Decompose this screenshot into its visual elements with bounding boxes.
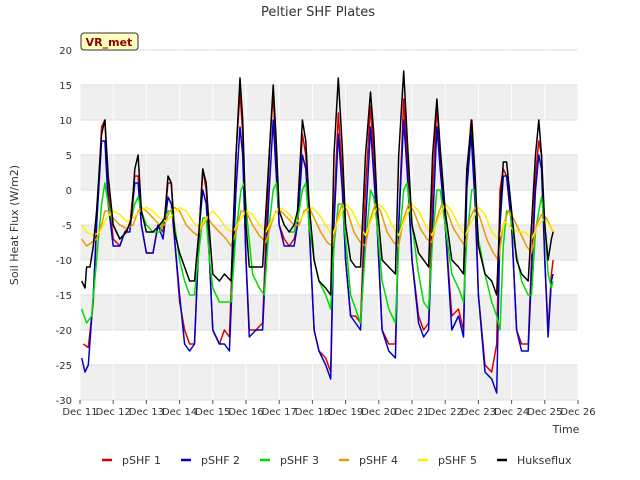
y-tick-label: -30 [56,396,72,407]
series-line-pshf-5 [81,203,556,240]
legend-label: pSHF 3 [280,454,319,467]
x-tick-label: Dec 25 [527,407,562,418]
legend-label: pSHF 1 [122,454,161,467]
legend: pSHF 1 pSHF 2 pSHF 3 pSHF 4 pSHF 5 Hukseflux [102,454,572,467]
y-tick-label: -25 [56,361,72,372]
y-tick-label: 20 [59,46,72,57]
annotation-text: VR_met [86,36,133,49]
plot-band [80,365,578,400]
y-tick-label: -10 [56,256,72,267]
x-tick-label: Dec 16 [228,407,263,418]
x-tick-label: Dec 19 [328,407,363,418]
y-tick-label: -5 [62,221,72,232]
x-tick-label: Dec 17 [262,407,297,418]
x-tick-label: Dec 13 [129,407,164,418]
y-tick-label: 0 [66,186,72,197]
series-line-hukseflux [81,70,554,296]
series-lines [80,70,556,394]
y-tick-label: -20 [56,326,72,337]
series-line-pshf-4 [81,203,554,261]
y-tick-label: 15 [59,81,72,92]
x-tick-label: Dec 22 [428,407,463,418]
legend-label: pSHF 4 [359,454,398,467]
plot-band [80,85,578,120]
vr-met-annotation: VR_met [80,32,139,51]
series-line-pshf-2 [80,119,554,394]
x-tick-label: Dec 24 [494,407,529,418]
chart-title: Peltier SHF Plates [261,5,375,20]
x-tick-label: Dec 15 [195,407,230,418]
x-tick-label: Dec 21 [394,407,429,418]
y-tick-label: 5 [66,151,72,162]
x-axis-label: Time [552,423,580,436]
y-tick-label: 10 [59,116,72,127]
x-tick-label: Dec 20 [361,407,396,418]
plot-band [80,295,578,330]
y-axis-label: Soil Heat Flux (W/m2) [8,165,21,285]
x-tick-label: Dec 18 [295,407,330,418]
x-tick-label: Dec 26 [560,407,595,418]
x-tick-label: Dec 14 [162,407,197,418]
y-tick-label: -15 [56,291,72,302]
legend-label: pSHF 5 [438,454,477,467]
x-tick-label: Dec 23 [461,407,496,418]
x-tick-label: Dec 11 [62,407,97,418]
y-axis-ticks: -30 -25 -20 -15 -10 -5 0 5 10 15 20 [56,46,72,407]
plot-band [80,155,578,190]
legend-label: Hukseflux [517,454,572,467]
legend-label: pSHF 2 [201,454,240,467]
x-tick-label: Dec 12 [96,407,131,418]
